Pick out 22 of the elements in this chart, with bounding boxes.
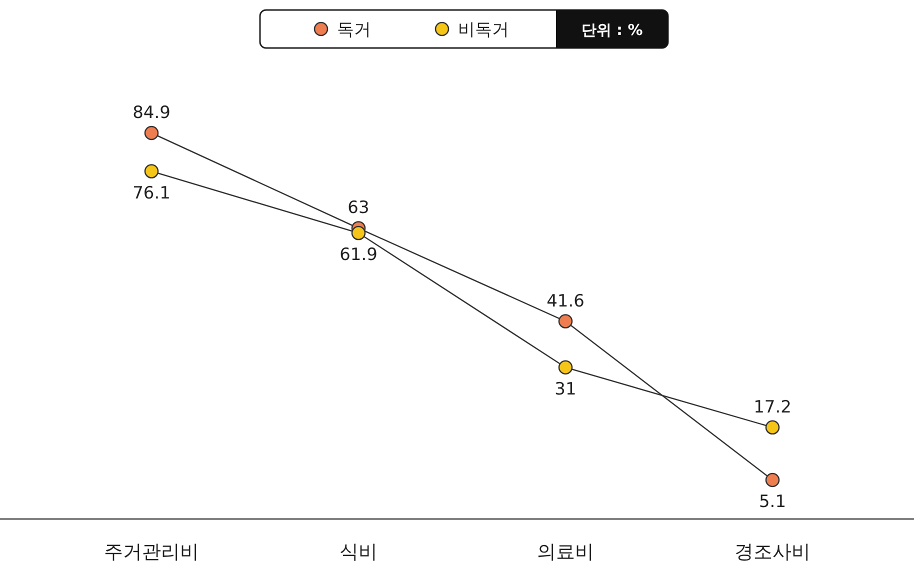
data-label: 76.1	[132, 183, 170, 204]
point	[765, 420, 780, 435]
point	[558, 360, 573, 375]
legend-label: 독거	[337, 20, 371, 40]
point	[144, 126, 159, 140]
data-label: 63	[348, 198, 370, 218]
x-tick-label: 주거관리비	[104, 541, 199, 563]
legend-label: 비독거	[458, 20, 509, 40]
x-tick-label: 경조사비	[734, 541, 810, 563]
data-label: 61.9	[340, 245, 378, 266]
x-tick-label: 의료비	[537, 541, 594, 563]
point	[144, 164, 159, 178]
point	[351, 226, 366, 240]
data-label: 84.9	[132, 103, 170, 123]
text: 단위 : %	[581, 21, 643, 39]
x-tick-label: 식비	[340, 541, 378, 563]
point	[765, 472, 780, 488]
data-label: 31	[554, 379, 576, 400]
data-label: 41.6	[546, 291, 584, 312]
data-label: 5.1	[758, 492, 786, 512]
point	[558, 314, 573, 328]
data-label: 17.2	[754, 397, 792, 418]
